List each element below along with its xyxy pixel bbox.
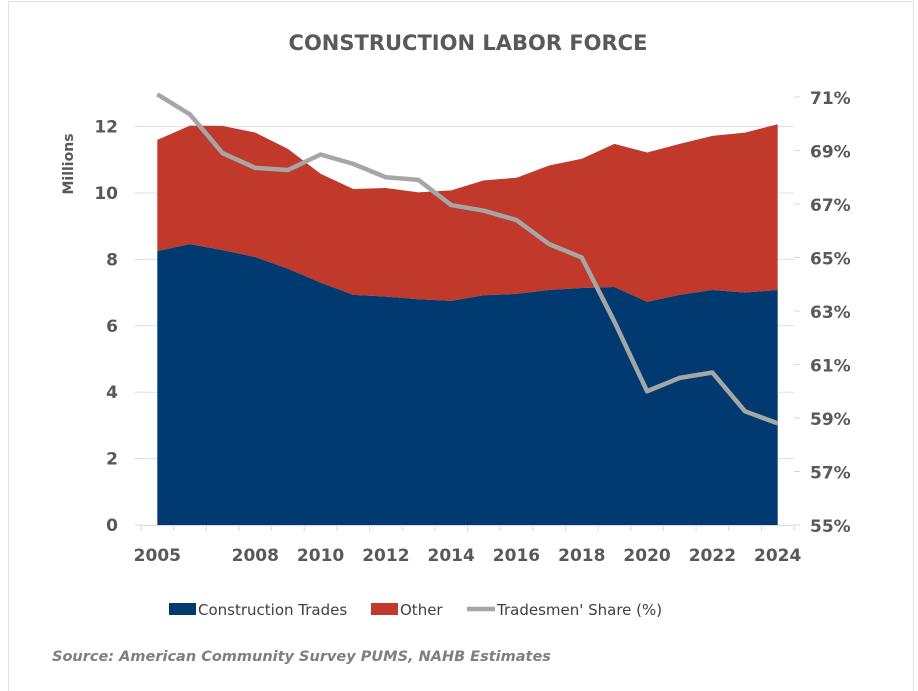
y-axis-label: Millions — [61, 133, 77, 194]
legend-label: Construction Trades — [198, 601, 347, 619]
x-tick-label: 2010 — [297, 546, 344, 566]
y-tick-label: 12 — [94, 118, 118, 138]
y2-tick-label: 71% — [810, 89, 851, 109]
x-tick-label: 2008 — [232, 546, 279, 566]
x-tick-label: 2020 — [623, 546, 670, 566]
y-tick-label: 2 — [106, 450, 118, 470]
y2-tick-label: 55% — [810, 517, 851, 537]
legend: Construction Trades Other Tradesmen' Share… — [169, 601, 662, 619]
y2-tick-label: 59% — [810, 410, 851, 430]
x-tick-label: 2018 — [558, 546, 605, 566]
y2-tick-label: 63% — [810, 303, 851, 323]
y-axis-ticks: 0 2 4 6 8 10 12 — [94, 118, 118, 536]
legend-item: Tradesmen' Share (%) — [467, 601, 662, 619]
legend-label: Tradesmen' Share (%) — [496, 601, 662, 619]
y-tick-label: 8 — [106, 250, 118, 270]
area-series — [157, 124, 777, 525]
y-tick-label: 4 — [106, 383, 118, 403]
chart-title: CONSTRUCTION LABOR FORCE — [289, 31, 648, 55]
x-tick-label: 2014 — [428, 546, 475, 566]
x-tick-label: 2022 — [689, 546, 736, 566]
source-note: Source: American Community Survey PUMS, … — [52, 649, 551, 665]
legend-item: Other — [371, 601, 443, 619]
y2-tick-label: 57% — [810, 464, 851, 484]
legend-item: Construction Trades — [169, 601, 347, 619]
y2-tick-label: 67% — [810, 196, 851, 216]
y-tick-label: 10 — [94, 184, 118, 204]
y2-axis-ticks: 55% 57% 59% 61% 63% 65% 67% 69% 71% — [810, 89, 851, 537]
y2-tick-label: 65% — [810, 250, 851, 270]
x-tick-label: 2024 — [754, 546, 801, 566]
x-tick-label: 2012 — [362, 546, 409, 566]
legend-swatch — [169, 603, 196, 615]
y-tick-label: 6 — [106, 317, 118, 337]
y2-tick-label: 69% — [810, 143, 851, 163]
y-tick-label: 0 — [106, 516, 118, 536]
x-axis-ticks: 2005 2008 2010 2012 2014 2016 2018 2020 2022 2024 — [134, 546, 802, 566]
x-tick-label: 2016 — [493, 546, 540, 566]
x-tick-label: 2005 — [134, 546, 181, 566]
y2-tick-label: 61% — [810, 357, 851, 377]
legend-swatch — [371, 603, 398, 615]
legend-label: Other — [400, 601, 443, 619]
